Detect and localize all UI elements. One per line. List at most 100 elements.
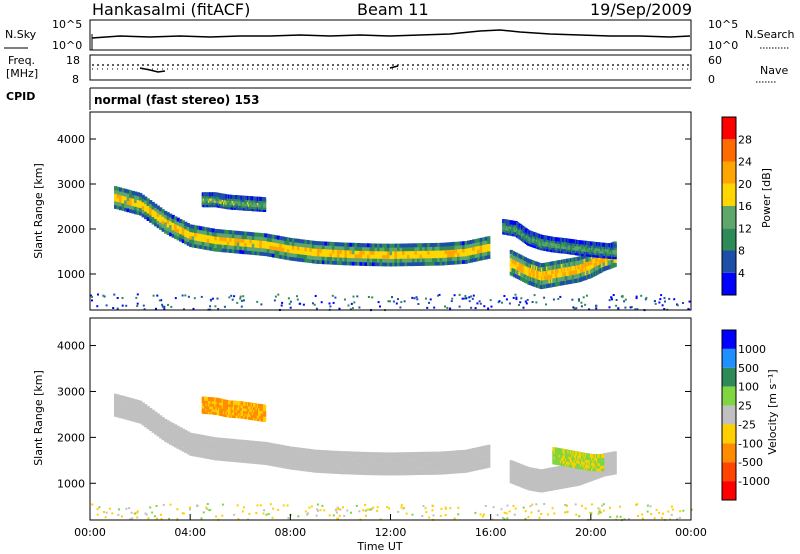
- scatter-cell: [184, 232, 188, 237]
- scatter-cell: [487, 448, 491, 453]
- scatter-cell: [286, 252, 290, 257]
- noise-cell: [399, 306, 402, 309]
- scatter-cell: [329, 256, 333, 261]
- noise-cell: [364, 503, 367, 506]
- noise-cell: [296, 295, 298, 298]
- scatter-cell: [359, 254, 363, 259]
- scatter-cell: [286, 449, 290, 454]
- noise-cell: [503, 511, 506, 514]
- scatter-cell: [309, 460, 313, 465]
- scatter-cell: [509, 475, 513, 480]
- scatter-cell: [294, 242, 298, 247]
- scatter-cell: [525, 477, 529, 482]
- scatter-cell: [369, 467, 373, 472]
- scatter-cell: [511, 476, 515, 481]
- scatter-cell: [354, 254, 358, 259]
- scatter-cell: [209, 455, 213, 460]
- scatter-cell: [124, 188, 128, 193]
- scatter-cell: [454, 469, 458, 474]
- noise-cell: [206, 507, 209, 510]
- scatter-cell: [161, 417, 165, 422]
- scatter-cell: [259, 240, 263, 245]
- scatter-cell: [417, 250, 421, 255]
- scatter-cell: [301, 451, 306, 456]
- scatter-cell: [432, 459, 436, 464]
- noise-cell: [474, 511, 477, 514]
- scatter-cell: [439, 246, 443, 251]
- scatter-cell: [236, 439, 240, 444]
- scatter-cell: [219, 449, 223, 454]
- noise-cell: [351, 307, 354, 310]
- scatter-cell: [457, 249, 461, 254]
- scatter-cell: [356, 250, 361, 255]
- scatter-cell: [291, 450, 295, 455]
- scatter-cell: [339, 249, 343, 254]
- scatter-cell: [513, 473, 517, 478]
- scatter-cell: [520, 259, 524, 264]
- scatter-cell: [384, 463, 388, 468]
- scatter-cell: [194, 445, 198, 450]
- noise-cell: [417, 303, 420, 305]
- scatter-cell: [469, 456, 473, 461]
- scatter-cell: [412, 471, 416, 476]
- scatter-cell: [151, 201, 155, 206]
- scatter-cell: [129, 193, 133, 198]
- scatter-cell: [263, 412, 267, 417]
- scatter-cell: [139, 408, 143, 413]
- scatter-cell: [314, 244, 318, 249]
- scatter-cell: [326, 469, 331, 474]
- scatter-cell: [239, 458, 243, 463]
- scatter-cell: [239, 238, 243, 243]
- scatter-cell: [477, 450, 481, 455]
- scatter-cell: [392, 243, 396, 248]
- scatter-cell: [462, 256, 466, 261]
- scatter-cell: [216, 240, 220, 245]
- scatter-cell: [513, 251, 517, 256]
- scatter-cell: [214, 232, 218, 237]
- scatter-cell: [291, 238, 295, 243]
- scatter-cell: [299, 250, 303, 255]
- sky-right-tick-bottom: 10^0: [708, 39, 738, 52]
- scatter-cell: [377, 258, 381, 263]
- scatter-cell: [341, 257, 346, 262]
- scatter-cell: [189, 451, 193, 456]
- velocity-colorbar-swatch: [722, 424, 736, 444]
- noise-cell: [349, 308, 352, 311]
- scatter-cell: [346, 246, 351, 251]
- scatter-cell: [412, 247, 416, 252]
- scatter-cell: [516, 262, 520, 267]
- scatter-cell: [341, 250, 346, 254]
- scatter-cell: [124, 411, 128, 416]
- noise-cell: [302, 303, 305, 306]
- scatter-cell: [331, 469, 336, 474]
- scatter-cell: [174, 439, 178, 444]
- scatter-cell: [221, 248, 225, 253]
- scatter-cell: [166, 424, 170, 429]
- scatter-cell: [346, 470, 351, 475]
- noise-cell: [135, 296, 138, 299]
- scatter-cell: [334, 469, 338, 474]
- scatter-cell: [324, 461, 328, 466]
- scatter-cell: [211, 455, 215, 460]
- scatter-cell: [276, 463, 280, 468]
- scatter-cell: [159, 419, 163, 424]
- scatter-cell: [444, 253, 448, 258]
- scatter-cell: [449, 469, 453, 474]
- scatter-cell: [414, 247, 418, 251]
- noise-cell: [535, 301, 538, 304]
- freq-label-line1: Freq.: [8, 54, 35, 67]
- scatter-cell: [434, 254, 438, 259]
- scatter-cell: [434, 470, 438, 475]
- scatter-cell: [146, 425, 150, 430]
- scatter-cell: [254, 236, 258, 241]
- scatter-cell: [144, 196, 148, 201]
- scatter-cell: [394, 456, 398, 461]
- scatter-cell: [229, 241, 233, 246]
- noise-cell: [188, 506, 191, 509]
- scatter-cell: [126, 197, 130, 201]
- scatter-cell: [372, 243, 376, 248]
- scatter-cell: [206, 235, 210, 239]
- noise-cell: [682, 302, 684, 304]
- scatter-cell: [219, 248, 223, 253]
- scatter-cell: [326, 465, 331, 470]
